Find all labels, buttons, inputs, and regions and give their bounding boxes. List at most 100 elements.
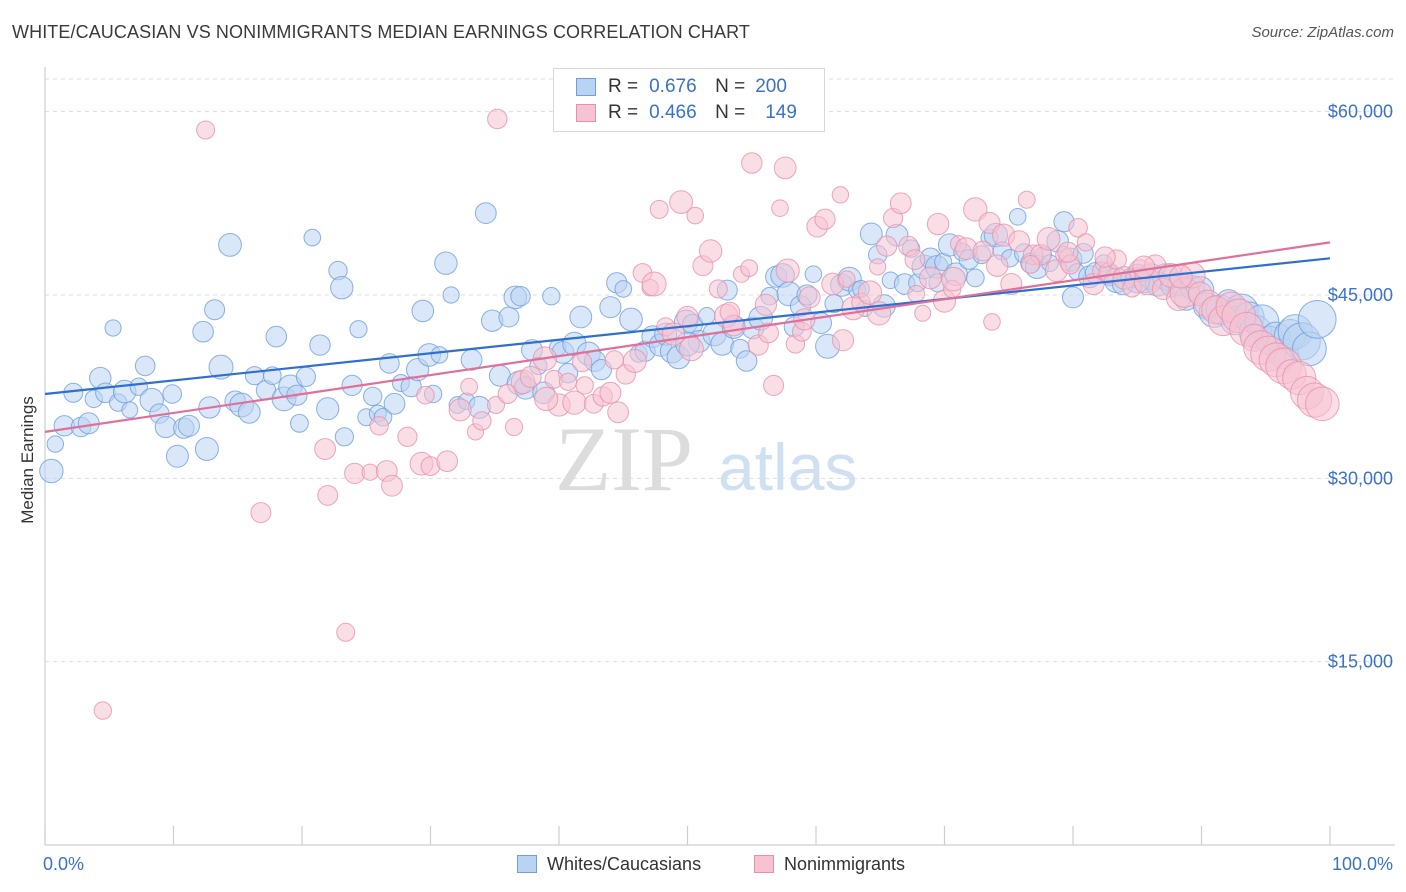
whites-point [165, 444, 189, 468]
x-tick-label-min: 0.0% [43, 854, 84, 874]
nonimmigrants-point [758, 322, 779, 344]
whites-point [134, 355, 156, 377]
nonimmigrants-point [641, 271, 667, 297]
nonimmigrants-point [369, 416, 389, 436]
bottom-legend-nonimmigrants: Nonimmigrants [754, 852, 905, 876]
legend-r-value-whites: 0.676 [649, 76, 697, 97]
y-tick-labels: $15,000 $30,000 $45,000 $60,000 [1328, 102, 1393, 672]
whites-point [39, 458, 64, 484]
nonimmigrants-point [676, 305, 699, 329]
nonimmigrants-point [397, 426, 418, 447]
nonimmigrants-point [504, 417, 524, 437]
y-tick-label: $60,000 [1328, 102, 1393, 122]
nonimmigrants-point [562, 390, 587, 415]
bottom-legend-swatch-whites [517, 855, 537, 873]
nonimmigrants-point [416, 385, 435, 405]
legend-r-label: R = [608, 102, 639, 123]
whites-point [177, 414, 200, 437]
whites-point [498, 306, 520, 328]
nonimmigrants-point [763, 374, 785, 396]
nonimmigrants-point [986, 254, 1009, 277]
whites-point [162, 384, 182, 404]
source-label: Source: ZipAtlas.com [1251, 24, 1394, 41]
nonimmigrants-point [1094, 246, 1116, 268]
whites-point [735, 350, 758, 372]
nonimmigrants-point [775, 258, 800, 283]
watermark-zip: ZIP [555, 408, 693, 510]
whites-point [569, 305, 593, 329]
nonimmigrants-point [1057, 241, 1079, 263]
y-tick-label: $30,000 [1328, 468, 1393, 488]
nonimmigrants-point [983, 313, 1001, 331]
nonimmigrants-point [649, 199, 669, 219]
nonimmigrants-point [669, 190, 693, 215]
nonimmigrants-point [519, 365, 542, 388]
whites-point [303, 228, 322, 247]
whites-point [290, 413, 309, 433]
whites-point [383, 392, 406, 415]
nonimmigrants-point [876, 235, 898, 257]
nonimmigrants-point [436, 450, 459, 473]
nonimmigrants-point [460, 377, 479, 396]
whites-point [1008, 208, 1027, 226]
nonimmigrants-point [558, 372, 578, 391]
whites-point [208, 354, 234, 380]
y-tick-label: $15,000 [1328, 652, 1393, 672]
nonimmigrants-point [831, 186, 850, 204]
legend-r-value-nonimmigrants: 0.466 [649, 102, 697, 123]
legend-n-value-whites: 200 [755, 76, 787, 97]
whites-point [1062, 286, 1084, 309]
nonimmigrants-point [904, 249, 926, 271]
nonimmigrants-trend-line [44, 241, 1331, 433]
bottom-legend-whites: Whites/Caucasians [517, 852, 701, 876]
whites-point [194, 437, 219, 461]
nonimmigrants-point [448, 398, 472, 422]
whites-point [121, 401, 139, 419]
whites-point [411, 299, 435, 323]
whites-point [474, 202, 497, 225]
nonimmigrants-point [317, 485, 339, 506]
legend-row-nonimmigrants: R = 0.466 N = 149 [576, 101, 797, 125]
legend-r-label: R = [608, 76, 639, 97]
whites-point [599, 296, 622, 319]
nonimmigrants-point [93, 701, 113, 720]
nonimmigrants-point [1036, 227, 1061, 251]
legend-n-label: N = [715, 76, 746, 97]
nonimmigrants-point [919, 266, 942, 290]
whites-trend-line [44, 257, 1331, 396]
whites-point [619, 307, 643, 332]
nonimmigrants-point [572, 352, 593, 373]
nonimmigrants-point [741, 152, 763, 174]
nonimmigrants-point [857, 280, 883, 305]
nonimmigrants-point [740, 259, 759, 278]
whites-point [363, 386, 383, 407]
whites-point [442, 286, 460, 304]
nonimmigrants-point [869, 258, 887, 276]
nonimmigrants-point [754, 293, 778, 316]
nonimmigrants-point [798, 286, 821, 309]
whites-point [218, 233, 242, 257]
nonimmigrants-point [719, 301, 741, 323]
nonimmigrants-point [622, 349, 647, 373]
nonimmigrants-point [314, 438, 337, 460]
whites-point [316, 397, 340, 421]
x-tick-labels: 0.0% 100.0% [43, 854, 1393, 874]
nonimmigrants-point [1008, 230, 1030, 253]
nonimmigrants-point [679, 336, 704, 362]
legend-n-value-nonimmigrants: 149 [765, 102, 797, 123]
nonimmigrants-point [914, 304, 932, 322]
nonimmigrants-point [1305, 386, 1340, 422]
legend-swatch-whites [576, 78, 596, 96]
trend-lines [44, 241, 1331, 433]
correlation-legend: R = 0.676 N = 200 R = 0.466 N = 149 [553, 68, 825, 132]
whites-point [192, 320, 214, 343]
whites-point [349, 320, 368, 339]
whites-point [1297, 300, 1337, 339]
whites-point [430, 346, 449, 364]
whites-point [965, 268, 985, 288]
whites-point [614, 280, 633, 298]
whites-point [46, 435, 64, 453]
nonimmigrants-point [599, 381, 622, 404]
nonimmigrants-point [686, 206, 705, 225]
whites-point [204, 299, 226, 321]
